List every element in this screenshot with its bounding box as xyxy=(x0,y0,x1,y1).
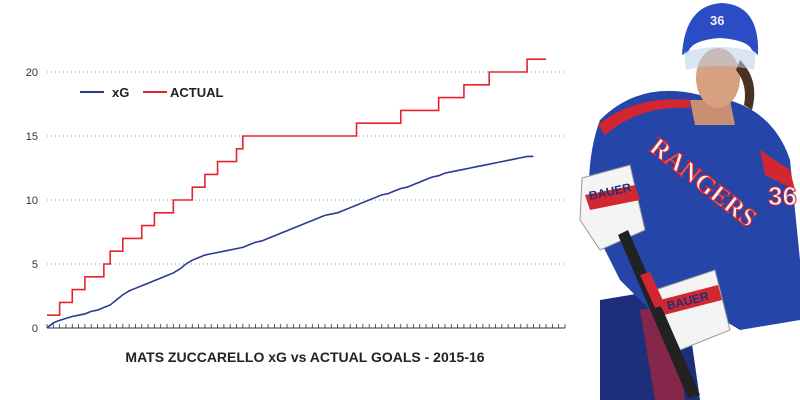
player-hair xyxy=(736,60,755,110)
series-line-xg xyxy=(46,155,534,329)
sleeve-number: 36 xyxy=(768,181,797,211)
hockey-stick-blade-grip xyxy=(640,272,665,308)
hockey-stick xyxy=(618,230,700,398)
player-photo: RANGERS 36 36 BAUER BAUER xyxy=(579,3,800,400)
helmet-number: 36 xyxy=(710,13,724,28)
left-glove: BAUER xyxy=(579,164,646,251)
x-axis xyxy=(46,324,566,329)
y-tick-label: 0 xyxy=(32,323,38,335)
right-glove: BAUER xyxy=(654,269,731,351)
y-tick-label: 20 xyxy=(26,67,38,79)
series-line-actual xyxy=(47,58,547,316)
y-tick-label: 10 xyxy=(26,195,38,207)
player-arm-stripe xyxy=(760,150,795,190)
chart-title: MATS ZUCCARELLO xG vs ACTUAL GOALS - 201… xyxy=(125,349,484,365)
legend-label-actual: ACTUAL xyxy=(170,85,223,100)
gridlines xyxy=(47,71,565,265)
y-tick-label: 5 xyxy=(32,259,38,271)
y-tick-label: 15 xyxy=(26,131,38,143)
legend: xG ACTUAL xyxy=(80,85,223,100)
series-layer xyxy=(46,58,547,329)
helmet xyxy=(682,3,759,55)
visor xyxy=(684,47,756,70)
y-tick-labels: 0 5 10 15 20 xyxy=(26,67,38,335)
legend-label-xg: xG xyxy=(112,85,129,100)
player-shoulder-trim xyxy=(598,99,690,135)
